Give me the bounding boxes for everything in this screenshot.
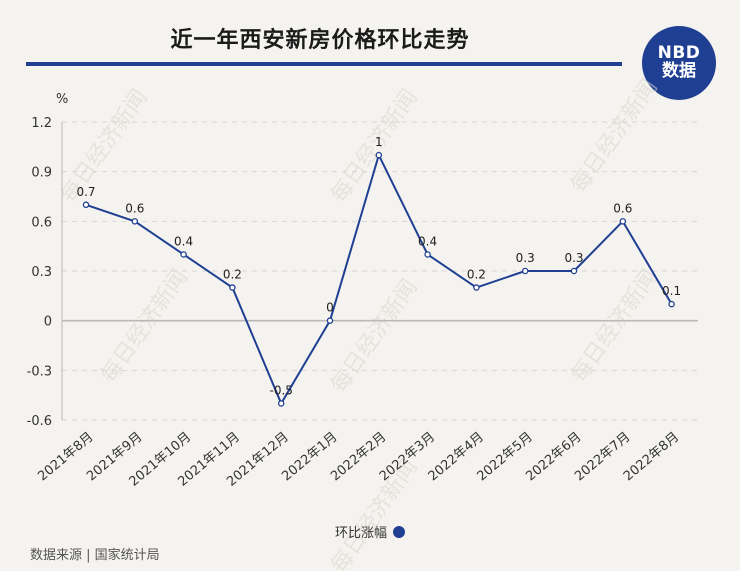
data-point xyxy=(180,251,187,258)
data-label: 0.6 xyxy=(613,201,632,215)
y-axis-unit: % xyxy=(56,92,69,107)
data-label: 0 xyxy=(326,301,334,315)
data-point xyxy=(229,284,236,291)
series-line-group xyxy=(82,151,675,407)
data-label: 0.1 xyxy=(662,284,681,298)
data-point xyxy=(424,251,431,258)
data-label: 0.2 xyxy=(467,268,486,282)
x-axis: 2021年8月2021年9月2021年10月2021年11月2021年12月20… xyxy=(35,430,682,490)
data-source: 数据来源 | 国家统计局 xyxy=(30,548,160,563)
legend-marker xyxy=(393,525,405,538)
watermark-text: 每日经济新闻 xyxy=(567,75,663,197)
data-point xyxy=(82,201,90,209)
data-labels: 0.7 0.6 0.4 0.2 -0.5 0 1 0.4 0.2 0.3 0.3 0.6 0.1 xyxy=(76,135,681,397)
y-tick-label: 0.3 xyxy=(31,265,52,280)
y-tick-label: 0.6 xyxy=(31,215,52,230)
data-point xyxy=(277,400,285,407)
title-underline xyxy=(26,62,622,66)
watermark-text: 每日经济新闻 xyxy=(327,275,423,397)
grid-lines xyxy=(62,121,698,421)
logo-text-data: 数据 xyxy=(662,61,696,81)
data-label: 0.3 xyxy=(564,251,583,265)
y-tick-label: -0.6 xyxy=(27,414,52,429)
chart-title: 近一年西安新房价格环比走势 xyxy=(170,28,470,53)
data-point xyxy=(521,267,529,275)
watermark-text: 每日经济新闻 xyxy=(97,265,193,387)
y-tick-label: 0.9 xyxy=(31,166,52,181)
y-tick-label: 0 xyxy=(44,315,52,330)
legend: 环比涨幅 xyxy=(0,522,740,541)
data-label: 0.6 xyxy=(125,201,144,215)
data-point xyxy=(375,151,383,159)
data-label: 0.7 xyxy=(76,185,95,199)
y-axis: 1.2 0.9 0.6 0.3 0 -0.3 -0.6 xyxy=(27,116,63,429)
data-label: 1 xyxy=(375,135,383,149)
data-point xyxy=(473,284,480,291)
data-point xyxy=(570,267,578,275)
data-point xyxy=(326,317,334,324)
nbd-logo: NBD 数据 xyxy=(642,26,716,100)
y-tick-label: -0.3 xyxy=(27,364,52,379)
data-label: 0.3 xyxy=(516,251,535,265)
data-point xyxy=(619,218,627,225)
y-tick-label: 1.2 xyxy=(31,116,52,131)
data-label: 0.4 xyxy=(418,234,437,248)
data-label: 0.2 xyxy=(223,268,242,282)
legend-label: 环比涨幅 xyxy=(334,526,387,541)
data-label: 0.4 xyxy=(174,234,193,248)
data-point xyxy=(668,300,675,308)
logo-text-nbd: NBD xyxy=(657,43,701,64)
data-label: -0.5 xyxy=(269,383,292,397)
watermark-text: 每日经济新闻 xyxy=(567,265,663,387)
data-point xyxy=(131,218,139,225)
watermark-text: 每日经济新闻 xyxy=(57,85,153,207)
